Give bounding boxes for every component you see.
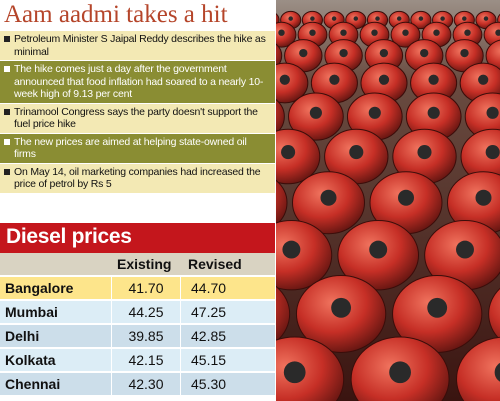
bullet-item: On May 14, oil marketing companies had i… (0, 163, 275, 194)
bullet-item: The new prices are aimed at helping stat… (0, 133, 275, 164)
cylinder-shape (324, 128, 389, 185)
bullet-text: Petroleum Minister S Jaipal Reddy descri… (14, 33, 266, 58)
revised-price-cell: 42.85 (181, 325, 275, 347)
lpg-cylinders-photo (276, 0, 500, 401)
cylinder-shape (276, 285, 291, 343)
existing-price-cell: 44.25 (112, 301, 180, 323)
cylinder-shape (390, 21, 421, 48)
column-header-existing: Existing (117, 256, 172, 272)
table-row: Bangalore 41.70 44.70 (0, 277, 275, 300)
bullet-text: The new prices are aimed at helping stat… (14, 135, 247, 161)
headline: Aam aadmi takes a hit (4, 1, 228, 28)
bullet-list: Petroleum Minister S Jaipal Reddy descri… (0, 31, 275, 194)
table-row: Delhi 39.85 42.85 (0, 325, 275, 348)
existing-price-cell: 39.85 (112, 325, 180, 347)
bullet-text: On May 14, oil marketing companies had i… (14, 165, 261, 191)
column-header-revised: Revised (188, 256, 242, 272)
cylinder-shape (369, 171, 443, 235)
table-title-bar: Diesel prices (0, 223, 275, 253)
city-cell: Bangalore (0, 277, 111, 299)
bullet-square-icon (4, 66, 10, 72)
cylinder-shape (276, 99, 285, 135)
bullet-square-icon (4, 36, 10, 42)
bullet-square-icon (4, 138, 10, 145)
existing-price-cell: 41.70 (112, 277, 180, 299)
bullet-square-icon (4, 168, 10, 175)
cylinder-shape (276, 179, 288, 226)
cylinder-shape (346, 92, 403, 141)
bullet-square-icon (4, 108, 10, 115)
table-title: Diesel prices (6, 225, 132, 248)
cylinder-shape (460, 128, 500, 185)
cylinder-shape (350, 336, 450, 401)
cylinder-shape (456, 336, 500, 401)
cylinder-shape (284, 39, 323, 73)
bullet-text: The hike comes just a day after the gove… (14, 63, 264, 100)
cylinder-shape (445, 39, 484, 73)
cylinder-shape (292, 171, 365, 235)
revised-price-cell: 45.15 (181, 349, 275, 371)
table-header: Existing Revised (0, 253, 275, 275)
cylinder-shape (410, 62, 458, 104)
cylinder-shape (276, 128, 321, 185)
bullet-text: Trinamool Congress says the party doesn'… (14, 105, 258, 131)
revised-price-cell: 47.25 (181, 301, 275, 323)
cylinder-shape (288, 92, 344, 141)
bullet-item: Trinamool Congress says the party doesn'… (0, 103, 275, 134)
table-row: Kolkata 42.15 45.15 (0, 349, 275, 372)
city-cell: Delhi (0, 325, 111, 347)
revised-price-cell: 44.70 (181, 277, 275, 299)
cylinder-shape (276, 21, 297, 48)
city-cell: Chennai (0, 373, 111, 395)
bullet-item: The hike comes just a day after the gove… (0, 61, 275, 104)
cylinder-shape (276, 43, 283, 68)
cylinder-shape (276, 336, 345, 401)
cylinders-illustration (276, 0, 500, 401)
city-cell: Kolkata (0, 349, 111, 371)
table-row: Mumbai 44.25 47.25 (0, 301, 275, 324)
existing-price-cell: 42.30 (112, 373, 180, 395)
city-cell: Mumbai (0, 301, 111, 323)
cylinder-shape (295, 275, 387, 353)
cylinder-shape (410, 10, 432, 30)
cylinder-shape (276, 219, 333, 291)
cylinder-shape (392, 128, 457, 185)
revised-price-cell: 45.30 (181, 373, 275, 395)
cylinder-shape (276, 62, 309, 104)
cylinder-shape (337, 219, 420, 291)
cylinder-shape (464, 92, 500, 141)
cylinder-shape (392, 275, 483, 353)
table-row: Chennai 42.30 45.30 (0, 373, 275, 396)
cylinder-shape (488, 287, 500, 341)
existing-price-cell: 42.15 (112, 349, 180, 371)
bullet-item: Petroleum Minister S Jaipal Reddy descri… (0, 31, 275, 61)
